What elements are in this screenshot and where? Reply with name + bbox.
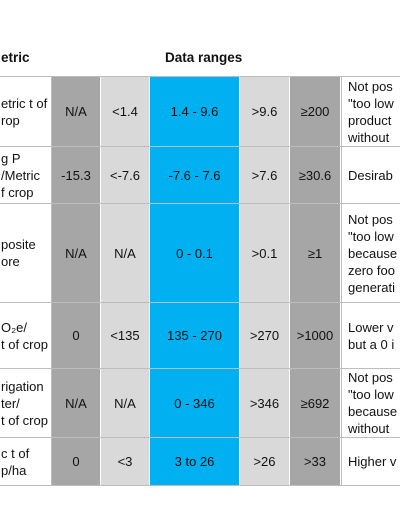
value-cell-1: N/A	[52, 369, 101, 437]
value-cell-1: N/A	[52, 204, 101, 302]
data-ranges-header: Data ranges	[165, 50, 243, 65]
metric-column-header: etric	[1, 50, 30, 65]
value-cell-5: ≥1	[290, 204, 341, 302]
value-cell-5: ≥200	[290, 77, 341, 146]
value-cell-2: N/A	[101, 369, 150, 437]
table-row: O₂e/ t of crop 0 <135 135 - 270 >270 >10…	[0, 303, 400, 369]
note-cell: Desirab	[341, 147, 400, 203]
value-cell-1: -15.3	[52, 147, 101, 203]
value-cell-1: N/A	[52, 77, 101, 146]
note-cell: Not pos "too low because zero foo genera…	[341, 204, 400, 302]
value-cell-2: <1.4	[101, 77, 150, 146]
value-cell-5: ≥30.6	[290, 147, 341, 203]
value-cell-3: 1.4 - 9.6	[150, 77, 240, 146]
value-cell-4: >9.6	[240, 77, 290, 146]
metric-cell: rigation ter/ t of crop	[0, 369, 52, 437]
table-header: etric Data ranges	[0, 0, 400, 76]
table-row: g P /Metric f crop -15.3 <-7.6 -7.6 - 7.…	[0, 147, 400, 204]
value-cell-1: 0	[52, 303, 101, 368]
value-cell-2: <3	[101, 438, 150, 485]
table-row: c t of p/ha 0 <3 3 to 26 >26 >33 Higher …	[0, 438, 400, 486]
value-cell-4: >0.1	[240, 204, 290, 302]
metric-cell: O₂e/ t of crop	[0, 303, 52, 368]
value-cell-4: >270	[240, 303, 290, 368]
value-cell-5: ≥692	[290, 369, 341, 437]
value-cell-5: >33	[290, 438, 341, 485]
value-cell-2: <-7.6	[101, 147, 150, 203]
value-cell-4: >26	[240, 438, 290, 485]
table-row: rigation ter/ t of crop N/A N/A 0 - 346 …	[0, 369, 400, 438]
metric-cell: c t of p/ha	[0, 438, 52, 485]
table-row: posite ore N/A N/A 0 - 0.1 >0.1 ≥1 Not p…	[0, 204, 400, 303]
value-cell-2: <135	[101, 303, 150, 368]
value-cell-3: 135 - 270	[150, 303, 240, 368]
value-cell-2: N/A	[101, 204, 150, 302]
value-cell-1: 0	[52, 438, 101, 485]
table-body: etric t of rop N/A <1.4 1.4 - 9.6 >9.6 ≥…	[0, 76, 400, 486]
value-cell-3: -7.6 - 7.6	[150, 147, 240, 203]
note-cell: Not pos "too low because without	[341, 369, 400, 437]
value-cell-5: >1000	[290, 303, 341, 368]
value-cell-3: 0 - 346	[150, 369, 240, 437]
note-cell: Not pos "too low product without	[341, 77, 400, 146]
table-row: etric t of rop N/A <1.4 1.4 - 9.6 >9.6 ≥…	[0, 76, 400, 147]
metric-cell: g P /Metric f crop	[0, 147, 52, 203]
value-cell-4: >7.6	[240, 147, 290, 203]
value-cell-3: 0 - 0.1	[150, 204, 240, 302]
metric-cell: etric t of rop	[0, 77, 52, 146]
metric-cell: posite ore	[0, 204, 52, 302]
note-cell: Lower v but a 0 i	[341, 303, 400, 368]
value-cell-3: 3 to 26	[150, 438, 240, 485]
note-cell: Higher v	[341, 438, 400, 485]
value-cell-4: >346	[240, 369, 290, 437]
